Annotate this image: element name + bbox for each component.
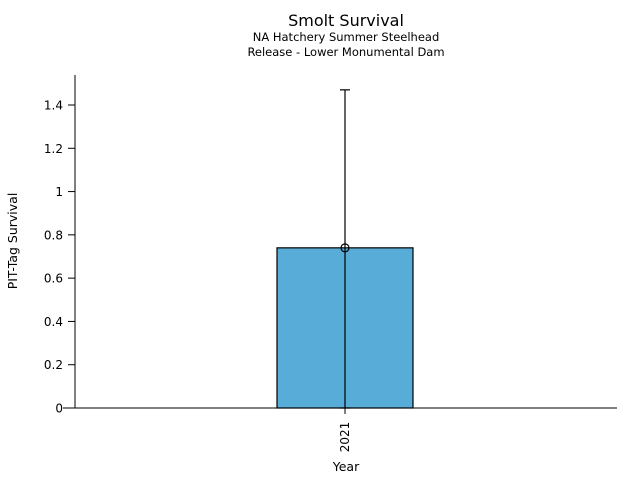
x-axis-label: Year [332, 459, 360, 474]
y-tick-label: 1.4 [44, 98, 63, 112]
y-tick-label: 1.2 [44, 142, 63, 156]
chart-title: Smolt Survival [288, 11, 404, 30]
x-tick-label-2021: 2021 [338, 422, 352, 453]
bar-series [276, 89, 414, 414]
y-tick-label: 1 [55, 185, 63, 199]
y-tick-label: 0 [55, 402, 63, 416]
y-tick-label: 0.8 [44, 228, 63, 242]
y-tick-label: 0.4 [44, 315, 63, 329]
chart-subtitle-line2: Release - Lower Monumental Dam [247, 45, 444, 59]
y-tick-label: 0.6 [44, 272, 63, 286]
chart-subtitle-line1: NA Hatchery Summer Steelhead [253, 30, 440, 44]
y-axis-label: PIT-Tag Survival [5, 193, 20, 290]
y-axis-ticks: 0 0.2 0.4 0.6 0.8 1 1.2 1.4 [44, 98, 75, 416]
y-tick-label: 0.2 [44, 358, 63, 372]
point-estimate-marker [340, 243, 350, 253]
